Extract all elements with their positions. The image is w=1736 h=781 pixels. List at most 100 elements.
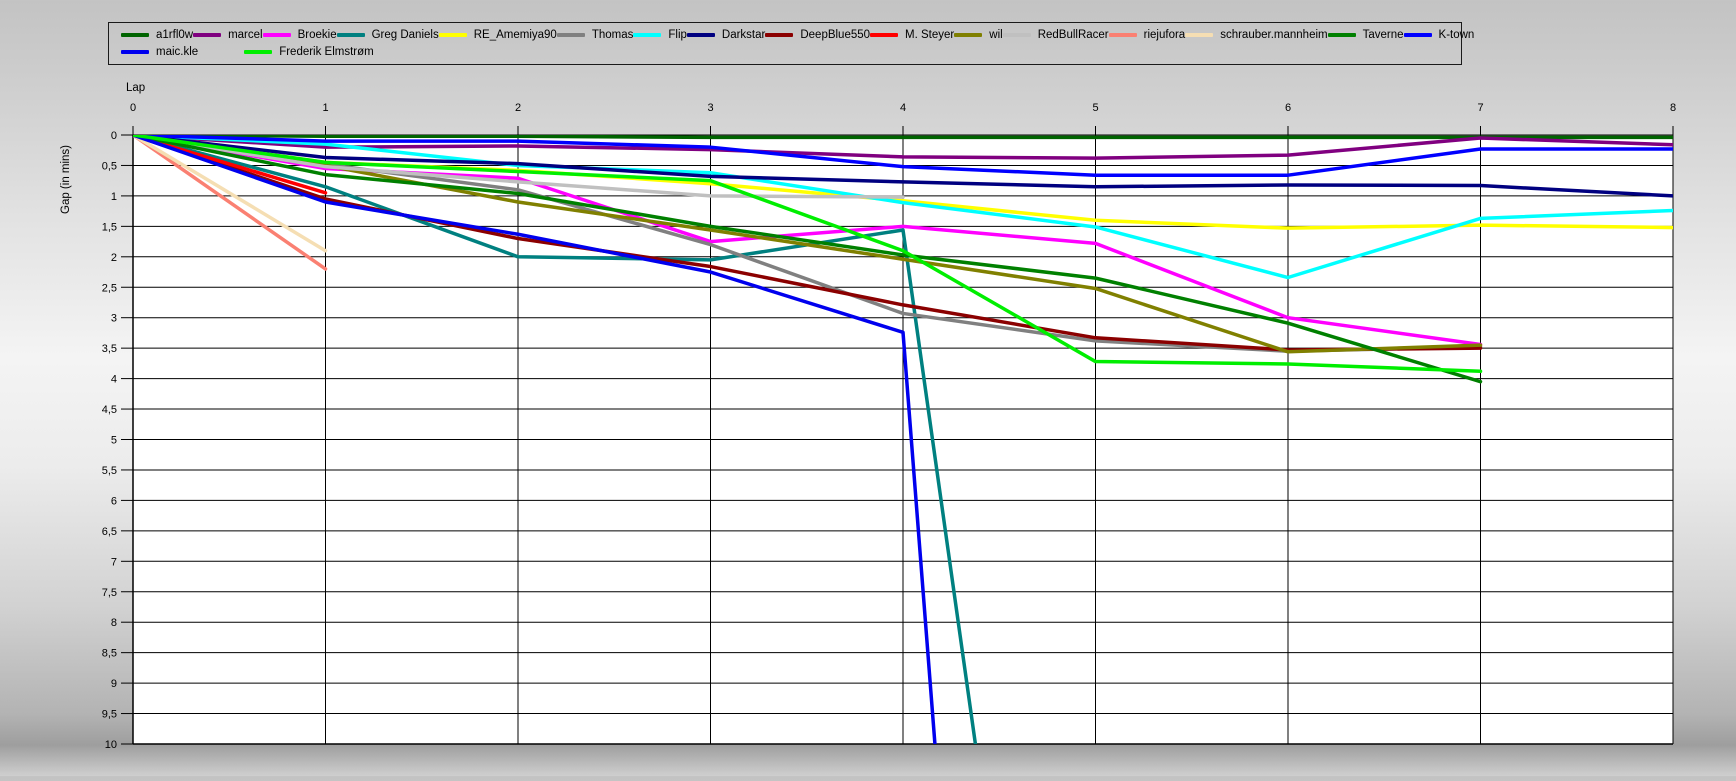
y-tick-label: 1: [111, 191, 117, 203]
legend-label: RE_Amemiya90: [473, 28, 557, 41]
legend-label: wil: [989, 28, 1003, 41]
y-tick-label: 9,5: [102, 709, 117, 721]
legend-label: K-town: [1438, 28, 1475, 41]
series-line-riejufora: [133, 135, 328, 271]
y-tick-label: 0,5: [102, 160, 117, 172]
series-line-redbullracer: [133, 135, 905, 199]
legend-label: Darkstar: [721, 28, 766, 41]
legend-label: schrauber.mannheim: [1220, 28, 1328, 41]
series-line-greg-daniels: [133, 135, 978, 744]
legend-swatch: [765, 32, 794, 37]
x-tick-label: 7: [1477, 102, 1483, 114]
legend-label: Taverne: [1362, 28, 1404, 41]
legend-item-redbullracer: RedBullRacer: [1002, 29, 1109, 41]
legend-item-wil: wil: [954, 28, 1003, 41]
legend-swatch: [121, 32, 149, 37]
legend-item-flip: Flip: [633, 29, 687, 41]
y-tick-label: 5,5: [102, 465, 117, 477]
legend-swatch: [121, 49, 149, 54]
legend-item-frederik-elmstr-m: Frederik Elmstrøm: [244, 46, 374, 58]
series-line-wil: [133, 135, 1483, 354]
y-tick-label: 7,5: [102, 587, 117, 599]
y-tick-label: 8,5: [102, 648, 117, 660]
legend-swatch: [870, 32, 899, 37]
legend-swatch: [1327, 32, 1356, 37]
legend-label: Frederik Elmstrøm: [279, 45, 374, 58]
legend-swatch: [1403, 32, 1432, 37]
x-tick-label: 3: [707, 102, 713, 114]
legend-item-taverne: Taverne: [1327, 28, 1404, 41]
legend-swatch: [244, 49, 273, 54]
legend-item-darkstar: Darkstar: [686, 28, 766, 41]
x-tick-label: 2: [515, 102, 521, 114]
legend-swatch: [193, 32, 222, 37]
series-line-taverne: [133, 135, 1483, 384]
legend-row-2: maic.kle Frederik Elmstrøm: [121, 43, 1449, 60]
legend-swatch: [686, 32, 715, 37]
legend-swatch: [633, 32, 662, 37]
series-line-a1rfl0w: [133, 135, 1673, 140]
y-tick-label: 2: [111, 252, 117, 264]
x-tick-label: 5: [1092, 102, 1098, 114]
legend-label: maic.kle: [156, 45, 199, 58]
legend-item-broekie: Broekie: [262, 28, 337, 41]
legend-item-marcel: marcel: [193, 29, 263, 41]
legend-item-schrauber-mannheim: schrauber.mannheim: [1185, 28, 1328, 41]
legend-item-k-town: K-town: [1403, 28, 1475, 41]
x-tick-label: 1: [322, 102, 328, 114]
legend-item-a1rfl0w: a1rfl0w: [121, 29, 193, 41]
series-line-flip: [133, 135, 1673, 280]
legend-item-riejufora: riejufora: [1108, 28, 1186, 41]
series-line-schrauber-mannheim: [133, 135, 328, 253]
legend-label: marcel: [228, 28, 263, 41]
series-line-maic-kle: [133, 135, 937, 744]
series-line-frederik-elmstr-m: [133, 135, 1483, 374]
y-tick-label: 6,5: [102, 526, 117, 538]
legend-label: riejufora: [1143, 28, 1186, 41]
legend-swatch: [954, 32, 983, 37]
legend-swatch: [336, 32, 365, 37]
y-tick-label: 1,5: [102, 221, 117, 233]
legend-label: a1rfl0w: [156, 28, 194, 41]
series-line-marcel: [133, 135, 1673, 160]
series-line-darkstar: [133, 135, 1673, 198]
legend-label: Broekie: [297, 28, 337, 41]
legend-swatch: [556, 32, 585, 37]
x-tick-label: 0: [130, 102, 136, 114]
y-tick-label: 7: [111, 556, 117, 568]
x-axis-title: Lap: [126, 82, 146, 94]
y-tick-label: 9: [111, 678, 117, 690]
legend-item-thomas: Thomas: [556, 28, 634, 41]
y-tick-label: 3: [111, 313, 117, 325]
legend-swatch: [1108, 32, 1137, 37]
y-tick-label: 10: [105, 739, 117, 751]
legend-label: Greg Daniels: [371, 28, 439, 41]
x-tick-label: 6: [1285, 102, 1291, 114]
legend-row-1: a1rfl0w marcel Broekie Greg Daniels RE_Amemi…: [121, 26, 1474, 43]
y-tick-label: 4,5: [102, 404, 117, 416]
series-lines: [133, 135, 1673, 744]
legend-label: M. Steyer: [905, 28, 955, 41]
y-tick-label: 5: [111, 435, 117, 447]
y-tick-label: 6: [111, 495, 117, 507]
legend-swatch: [438, 32, 467, 37]
x-tick-label: 8: [1670, 102, 1676, 114]
legend-label: Thomas: [591, 28, 634, 41]
chart-legend: a1rfl0w marcel Broekie Greg Daniels RE_Amemi…: [108, 22, 1474, 65]
legend-item-m-steyer: M. Steyer: [870, 29, 954, 41]
y-axis-title: Gap (in mins): [60, 144, 72, 214]
legend-swatch: [1185, 32, 1214, 37]
y-tick-label: 0: [111, 130, 117, 142]
legend-item-deepblue550: DeepBlue550: [765, 29, 870, 41]
legend-swatch: [1002, 32, 1031, 37]
legend-label: Flip: [668, 28, 687, 41]
y-tick-label: 4: [111, 374, 117, 386]
series-line-k-town: [133, 135, 1673, 177]
y-tick-label: 8: [111, 617, 117, 629]
legend-item-maic-kle: maic.kle: [121, 46, 198, 58]
series-line-deepblue550: [133, 135, 1483, 352]
legend-item-greg-daniels: Greg Daniels: [336, 28, 439, 41]
x-tick-label: 4: [900, 102, 906, 114]
